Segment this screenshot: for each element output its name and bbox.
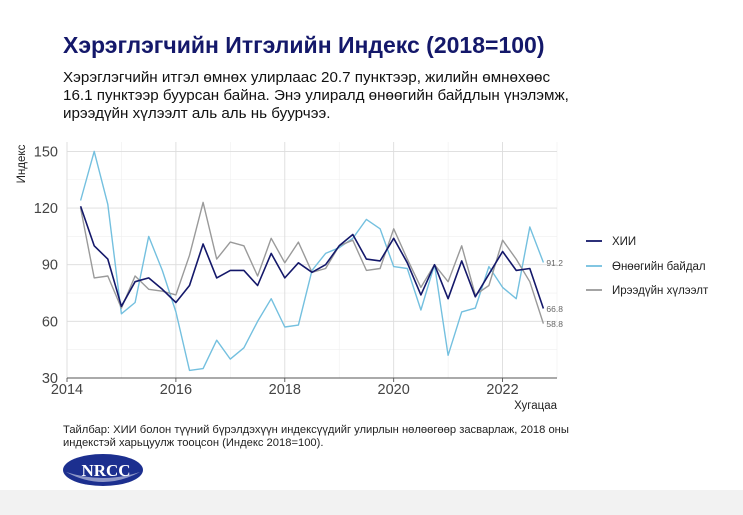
legend: ХИИ Өнөөгийн байдал Ирээдүйн хүлээлт — [586, 236, 709, 297]
legend-label-1: Өнөөгийн байдал — [612, 261, 706, 273]
end-label-2: 58.8 — [546, 319, 563, 329]
y-tick-label: 30 — [42, 371, 58, 387]
series-line-2 — [79, 201, 545, 324]
end-label-1: 91.2 — [546, 258, 563, 268]
series-lines — [79, 150, 545, 372]
series-line-0 — [79, 205, 545, 309]
chart-title: Хэрэглэгчийн Итгэлийн Индекс (2018=100) — [63, 32, 545, 58]
x-axis-title: Хугацаа — [514, 400, 557, 412]
series-line-1 — [79, 150, 545, 372]
x-tick-label: 2022 — [486, 382, 518, 398]
x-tick-label: 2014 — [51, 382, 83, 398]
legend-label-0: ХИИ — [612, 236, 636, 248]
y-tick-label: 60 — [42, 314, 58, 330]
chart-card: Хэрэглэгчийн Итгэлийн Индекс (2018=100) … — [0, 0, 743, 490]
x-tick-label: 2020 — [378, 382, 410, 398]
logo-text: NRCC — [81, 461, 130, 480]
chart-subtitle: Хэрэглэгчийн итгэл өмнөх улирлаас 20.7 п… — [63, 69, 569, 122]
x-tick-label: 2018 — [269, 382, 301, 398]
y-tick-label: 90 — [42, 258, 58, 274]
legend-label-2: Ирээдүйн хүлээлт — [612, 285, 709, 297]
footnote: Тайлбар: ХИИ болон түүний бүрэлдэхүүн ин… — [63, 424, 569, 449]
end-labels: 66.8 91.2 58.8 — [546, 258, 563, 329]
line-chart: 30 60 90 120 150 2014 2016 2018 2020 2022 Хугацаа И… — [16, 142, 709, 412]
x-tick-label: 2016 — [160, 382, 192, 398]
axes: 30 60 90 120 150 2014 2016 2018 2020 2022 Хугацаа И… — [16, 144, 558, 412]
grid — [66, 142, 558, 379]
y-axis-title: Индекс — [16, 144, 28, 183]
y-tick-label: 120 — [34, 201, 58, 217]
end-label-0: 66.8 — [546, 304, 563, 314]
y-tick-label: 150 — [34, 144, 58, 160]
nrcc-logo: NRCC — [63, 454, 143, 486]
